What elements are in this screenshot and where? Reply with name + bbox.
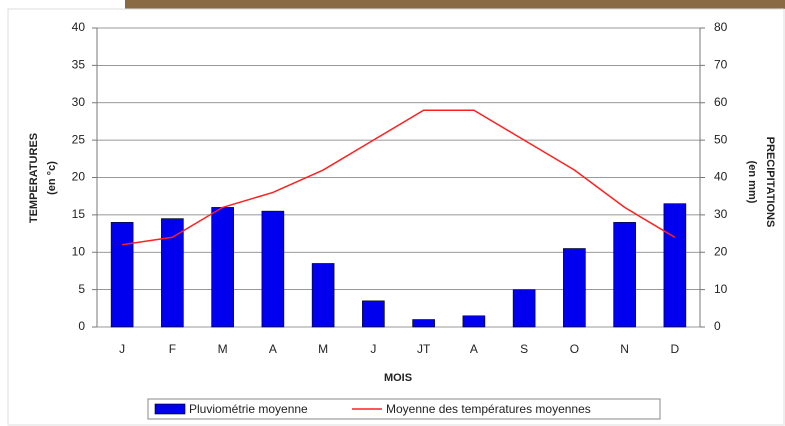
bar [161,219,183,327]
y2-tick-label: 0 [714,319,721,333]
legend-swatch [155,404,185,414]
y-tick-label: 35 [72,58,86,72]
y-tick-label: 30 [72,95,86,109]
x-tick-label: O [570,342,579,356]
bar [212,207,234,327]
bar [463,316,485,327]
y-tick-label: 25 [72,132,86,146]
y2-tick-label: 60 [714,95,728,109]
bar [413,320,435,327]
x-tick-label: A [470,342,478,356]
y-tick-label: 40 [72,20,86,34]
y2-tick-label: 20 [714,244,728,258]
chart: TEMPERATURES (en °c) PRECIPITATIONS (en … [0,0,785,426]
y-axis-label: TEMPERATURES [28,133,40,223]
y-tick-label: 10 [72,244,86,258]
y-tick-label: 15 [72,207,86,221]
x-tick-label: J [119,342,125,356]
x-tick-label: JT [417,342,431,356]
x-tick-label: D [671,342,680,356]
y-tick-label: 0 [78,319,85,333]
y2-tick-label: 10 [714,282,728,296]
y2-tick-label: 40 [714,170,728,184]
x-tick-label: F [169,342,176,356]
photo-strip [125,0,785,9]
legend-label: Pluviométrie moyenne [189,402,308,416]
bar [111,222,133,327]
y2-axis-unit: (en mm) [746,161,758,204]
x-tick-label: M [318,342,328,356]
x-tick-label: J [370,342,376,356]
y-tick-label: 5 [78,282,85,296]
bar [664,204,686,327]
legend-label: Moyenne des températures moyennes [386,402,591,416]
x-axis-label: MOIS [384,372,412,384]
bar [614,222,636,327]
y2-axis-label: PRECIPITATIONS [764,137,776,228]
bar [262,211,284,327]
y-axis-unit: (en °c) [46,161,58,195]
bar [563,249,585,327]
bar [362,301,384,327]
x-tick-label: S [520,342,528,356]
x-tick-label: A [269,342,277,356]
y2-tick-label: 80 [714,20,728,34]
y2-tick-label: 50 [714,132,728,146]
bar [513,290,535,327]
y2-tick-label: 70 [714,58,728,72]
x-tick-label: N [620,342,629,356]
y2-tick-label: 30 [714,207,728,221]
y-tick-label: 20 [72,170,86,184]
bar [312,263,334,327]
x-tick-label: M [218,342,228,356]
